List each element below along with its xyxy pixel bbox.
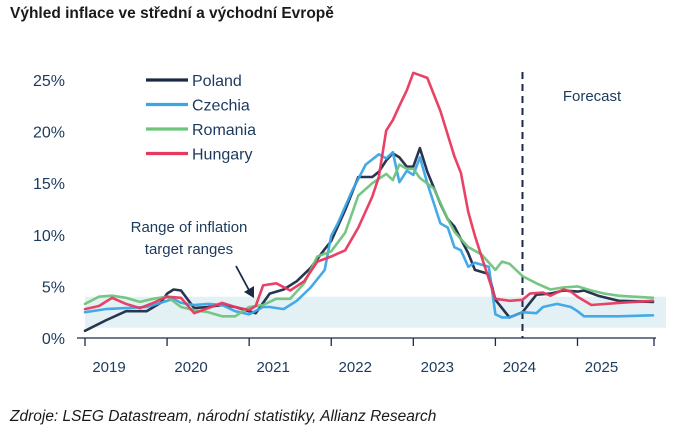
legend-label: Hungary bbox=[192, 147, 252, 164]
y-tick-label: 20% bbox=[33, 125, 65, 142]
legend-label: Czechia bbox=[192, 98, 250, 115]
series-romania bbox=[83, 163, 655, 318]
axes-layer: 2019 2020 2021 2022 2023 2024 2025 0% 5% 10% 15% 20… bbox=[33, 73, 656, 376]
series-czechia bbox=[83, 150, 655, 319]
x-tick-label: 2025 bbox=[585, 359, 618, 376]
annotations-layer: Forecast Range of inflation target ranges bbox=[131, 88, 622, 298]
band-annotation-line: Range of inflation bbox=[131, 219, 248, 236]
annotation-arrow-shaft bbox=[235, 265, 251, 293]
x-tick-label: 2021 bbox=[256, 359, 289, 376]
y-tick-label: 10% bbox=[33, 228, 65, 245]
series-layer bbox=[83, 71, 655, 333]
legend-item-poland: Poland bbox=[146, 73, 242, 90]
legend-item-hungary: Hungary bbox=[146, 147, 252, 164]
source-note: Zdroje: LSEG Datastream, národní statist… bbox=[10, 408, 437, 425]
legend-item-romania: Romania bbox=[146, 122, 256, 139]
legend-label: Romania bbox=[192, 122, 256, 139]
y-tick-label: 15% bbox=[33, 176, 65, 193]
chart-title: Výhled inflace ve střední a východní Evr… bbox=[10, 5, 334, 22]
x-tick-label: 2019 bbox=[92, 359, 125, 376]
series-line-romania bbox=[83, 163, 655, 318]
x-tick-label: 2023 bbox=[421, 359, 454, 376]
forecast-label: Forecast bbox=[563, 88, 622, 105]
legend-label: Poland bbox=[192, 73, 242, 90]
x-tick-label: 2024 bbox=[503, 359, 536, 376]
band-annotation-line: target ranges bbox=[145, 241, 233, 258]
x-tick-label: 2020 bbox=[174, 359, 207, 376]
series-hungary bbox=[83, 71, 655, 315]
y-tick-label: 0% bbox=[42, 331, 65, 348]
legend: Poland Czechia Romania Hungary bbox=[146, 73, 256, 164]
y-tick-label: 5% bbox=[42, 279, 65, 296]
series-line-hungary bbox=[83, 71, 655, 315]
y-tick-label: 25% bbox=[33, 73, 65, 90]
band-annotation: Range of inflation target ranges bbox=[131, 219, 248, 258]
series-line-czechia bbox=[83, 150, 655, 319]
legend-item-czechia: Czechia bbox=[146, 98, 250, 115]
annotation-arrow-head bbox=[244, 286, 254, 298]
x-tick-label: 2022 bbox=[339, 359, 372, 376]
